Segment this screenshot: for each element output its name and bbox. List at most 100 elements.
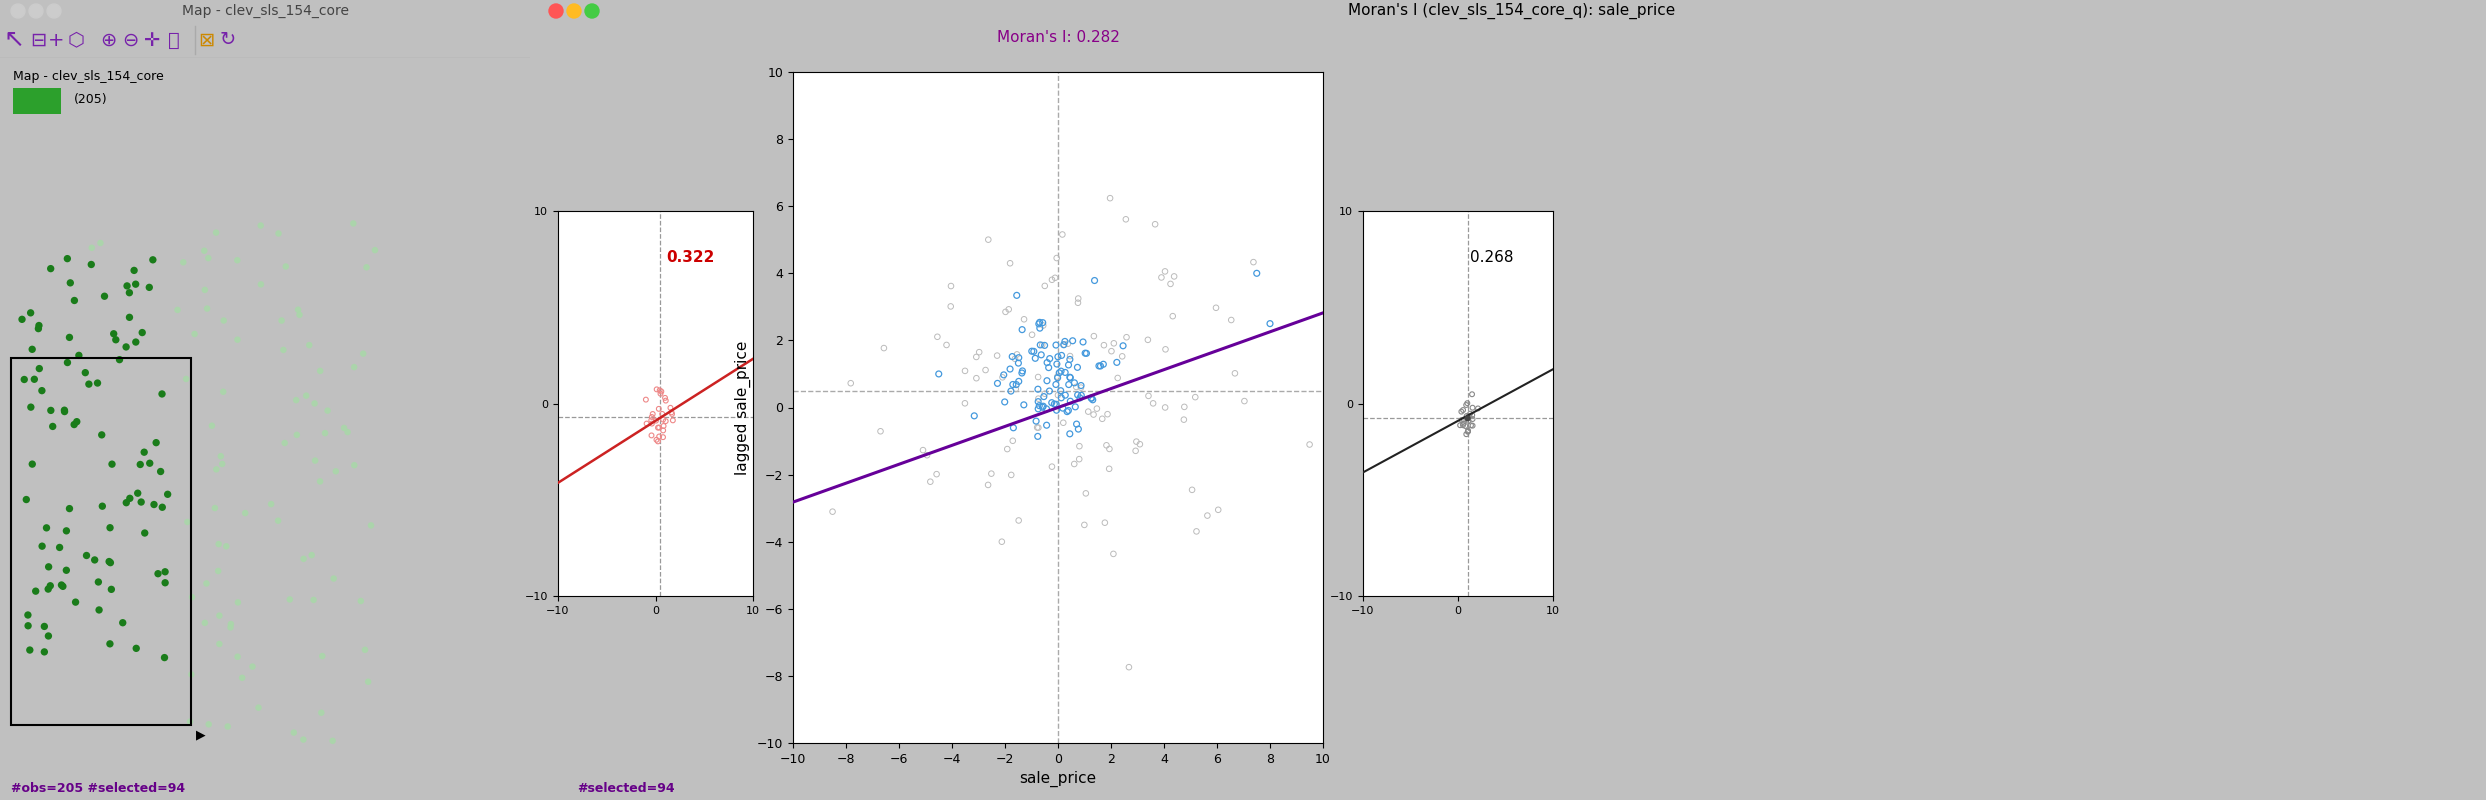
Point — [651, 407, 691, 420]
Point — [50, 277, 89, 290]
Point — [1129, 390, 1168, 402]
Point — [301, 475, 341, 488]
Point — [1059, 422, 1099, 435]
Point — [1121, 438, 1161, 450]
Point — [1062, 382, 1101, 394]
Point — [972, 467, 1012, 480]
Point — [80, 237, 119, 250]
Point — [631, 417, 671, 430]
Point — [1052, 371, 1091, 384]
Point — [1116, 435, 1156, 448]
Point — [117, 278, 157, 290]
Point — [341, 594, 380, 607]
Y-axis label: lagged sale_price: lagged sale_price — [736, 340, 751, 474]
Point — [1034, 398, 1074, 410]
Point — [2, 313, 42, 326]
Point — [1022, 401, 1062, 414]
Point — [172, 668, 211, 681]
Point — [1091, 192, 1131, 205]
Point — [85, 290, 124, 302]
Point — [1059, 296, 1099, 309]
Point — [1004, 313, 1044, 326]
Point — [639, 422, 679, 434]
Point — [27, 582, 67, 595]
Text: ⤢: ⤢ — [169, 30, 179, 50]
Point — [75, 554, 114, 566]
Point — [107, 496, 147, 509]
Point — [40, 541, 80, 554]
Point — [45, 405, 85, 418]
Point — [1044, 402, 1084, 414]
Point — [346, 261, 385, 274]
Point — [860, 425, 900, 438]
Point — [333, 217, 373, 230]
Point — [89, 556, 129, 569]
Point — [124, 446, 164, 458]
Point — [1044, 338, 1084, 351]
Point — [259, 227, 298, 240]
Point — [1084, 516, 1124, 529]
Point — [92, 458, 132, 470]
Point — [42, 578, 82, 591]
Point — [644, 413, 684, 426]
Point — [992, 378, 1032, 391]
Point — [1037, 404, 1076, 417]
Point — [970, 234, 1009, 246]
Point — [174, 328, 214, 341]
Point — [1057, 381, 1096, 394]
Point — [169, 715, 209, 728]
Point — [22, 384, 62, 397]
Point — [288, 338, 328, 351]
Point — [1176, 525, 1216, 538]
Point — [1042, 228, 1081, 241]
Point — [1081, 359, 1121, 372]
Point — [992, 350, 1032, 363]
Point — [211, 621, 251, 634]
Point — [626, 394, 666, 406]
Text: 0.268: 0.268 — [1469, 250, 1514, 265]
Point — [1032, 460, 1071, 473]
Point — [1019, 422, 1059, 434]
Point — [10, 644, 50, 657]
Point — [977, 377, 1017, 390]
Point — [1452, 413, 1492, 426]
Point — [1452, 388, 1492, 401]
Point — [251, 498, 291, 510]
Point — [82, 429, 122, 442]
Point — [191, 419, 231, 432]
Point — [999, 357, 1039, 370]
Text: ⊟: ⊟ — [30, 30, 47, 50]
Point — [1094, 337, 1134, 350]
Point — [992, 434, 1032, 447]
Text: ⊕: ⊕ — [99, 30, 117, 50]
Point — [1091, 345, 1131, 358]
Point — [1042, 391, 1081, 404]
Point — [1226, 394, 1265, 407]
Point — [55, 418, 94, 431]
Point — [313, 572, 353, 585]
Point — [1057, 401, 1096, 414]
Point — [204, 314, 244, 327]
Point — [984, 369, 1024, 382]
Point — [1163, 414, 1203, 426]
Text: ▶: ▶ — [196, 729, 206, 742]
Point — [211, 618, 251, 630]
Point — [1054, 377, 1094, 390]
Point — [189, 252, 229, 265]
Point — [1062, 379, 1101, 392]
Point — [234, 660, 273, 673]
Point — [1039, 389, 1079, 402]
Point — [1044, 338, 1084, 351]
Point — [12, 458, 52, 470]
Point — [50, 331, 89, 344]
Point — [296, 397, 336, 410]
Point — [219, 334, 259, 346]
Point — [1037, 378, 1076, 391]
Text: 0.322: 0.322 — [666, 250, 716, 265]
Point — [30, 262, 70, 275]
Point — [1071, 392, 1111, 405]
Text: #selected=94: #selected=94 — [577, 782, 674, 795]
FancyBboxPatch shape — [12, 87, 62, 114]
Point — [1146, 265, 1186, 278]
Point — [276, 394, 316, 406]
